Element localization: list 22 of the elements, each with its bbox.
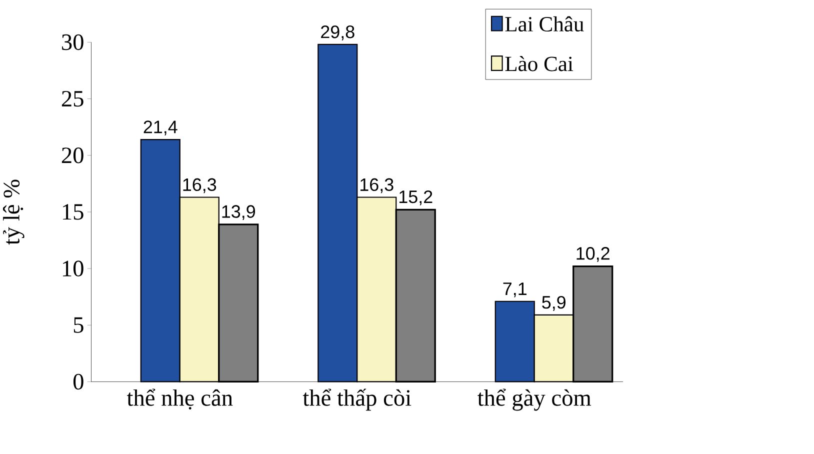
y-tick-label: 10 xyxy=(62,260,84,276)
y-tick-label: 5 xyxy=(74,317,84,333)
data-label: 15,2 xyxy=(400,190,432,206)
data-label: 16,3 xyxy=(183,178,216,193)
data-label: 13,9 xyxy=(222,204,256,220)
data-label: 21,4 xyxy=(144,120,178,136)
data-label: 5,9 xyxy=(542,296,566,311)
data-label: 16,3 xyxy=(360,178,394,193)
x-tick-label: thể gày còm xyxy=(478,388,592,410)
x-tick-label: thể thấp còi xyxy=(302,388,412,410)
legend-label: Lào Cai xyxy=(505,56,574,71)
y-tick-label: 30 xyxy=(62,34,84,50)
legend-label: Lai Châu xyxy=(505,16,584,32)
y-tick-label: 15 xyxy=(62,204,84,220)
data-label: 10,2 xyxy=(576,246,610,262)
data-label: 7,1 xyxy=(503,282,526,297)
y-tick-label: 25 xyxy=(62,90,84,106)
data-label: 29,8 xyxy=(321,25,354,40)
x-tick-label: thể nhẹ cân xyxy=(126,388,233,410)
y-tick-label: 0 xyxy=(73,374,84,390)
y-axis-title: tỷ lệ % xyxy=(2,179,24,245)
y-tick-label: 20 xyxy=(62,147,84,164)
